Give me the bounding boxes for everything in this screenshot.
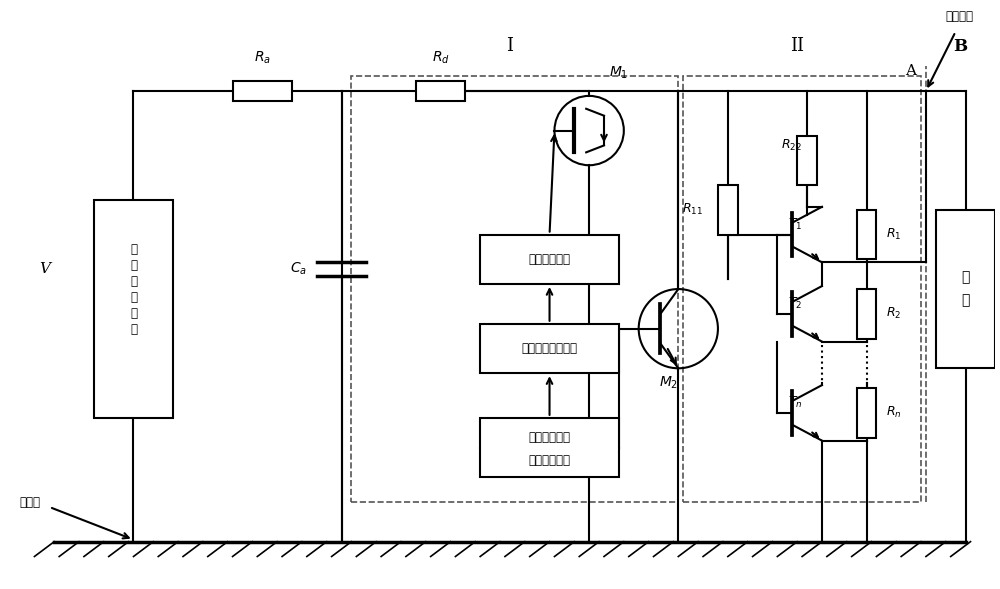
Bar bbox=[480, 234, 619, 284]
Bar bbox=[797, 135, 817, 185]
Text: $R_1$: $R_1$ bbox=[886, 227, 902, 242]
Text: $R_{11}$: $R_{11}$ bbox=[682, 202, 703, 217]
Text: $M_1$: $M_1$ bbox=[609, 65, 628, 81]
Text: 地电位: 地电位 bbox=[19, 495, 40, 508]
Text: 负
载: 负 载 bbox=[961, 271, 970, 307]
Bar bbox=[480, 324, 619, 373]
Bar bbox=[936, 210, 995, 368]
Bar bbox=[857, 289, 876, 339]
Text: $R_n$: $R_n$ bbox=[886, 405, 902, 421]
Text: 同步触发模块: 同步触发模块 bbox=[529, 431, 571, 444]
Text: $T_1$: $T_1$ bbox=[788, 217, 802, 231]
Text: 高压引线: 高压引线 bbox=[946, 10, 974, 23]
Text: $R_{22}$: $R_{22}$ bbox=[781, 138, 802, 153]
Bar bbox=[416, 81, 465, 101]
Bar bbox=[94, 200, 173, 418]
Text: 光耦隔离驱动: 光耦隔离驱动 bbox=[529, 253, 571, 266]
Text: $M_2$: $M_2$ bbox=[659, 375, 678, 391]
Text: I: I bbox=[506, 37, 513, 55]
Bar bbox=[351, 76, 678, 502]
Text: 高
压
直
流
电
源: 高 压 直 流 电 源 bbox=[130, 243, 137, 336]
Bar bbox=[233, 81, 292, 101]
Text: B: B bbox=[954, 38, 968, 55]
Bar bbox=[857, 388, 876, 438]
Text: （过压驱动）: （过压驱动） bbox=[529, 454, 571, 467]
Bar bbox=[683, 76, 921, 502]
Text: $R_2$: $R_2$ bbox=[886, 306, 902, 322]
Bar bbox=[480, 418, 619, 477]
Text: V: V bbox=[39, 262, 50, 276]
Text: II: II bbox=[790, 37, 804, 55]
Text: A: A bbox=[906, 64, 917, 78]
Text: 触发脉宽调节模块: 触发脉宽调节模块 bbox=[522, 342, 578, 355]
Text: $R_a$: $R_a$ bbox=[254, 50, 271, 66]
Text: $T_2$: $T_2$ bbox=[788, 296, 802, 311]
Text: $R_d$: $R_d$ bbox=[432, 50, 450, 66]
Text: $T_n$: $T_n$ bbox=[788, 395, 802, 410]
Bar bbox=[857, 210, 876, 259]
Bar bbox=[718, 185, 738, 234]
Text: $C_a$: $C_a$ bbox=[290, 261, 307, 277]
